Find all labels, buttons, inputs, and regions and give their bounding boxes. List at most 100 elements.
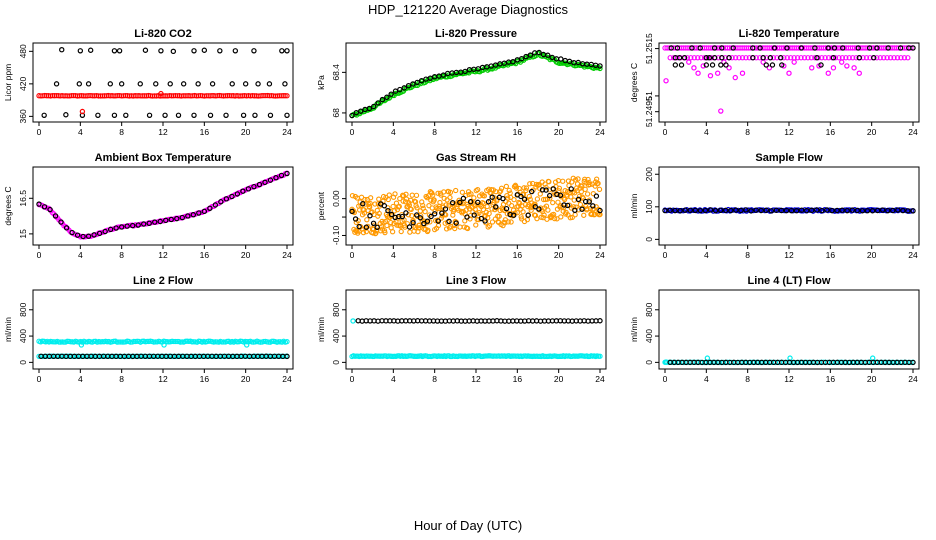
data-point xyxy=(597,353,603,359)
data-point xyxy=(374,224,380,230)
data-point xyxy=(478,215,485,222)
data-point xyxy=(698,55,704,61)
data-point xyxy=(586,199,592,205)
x-tick-label: 24 xyxy=(282,250,292,260)
x-tick-label: 20 xyxy=(241,127,251,137)
data-point xyxy=(695,55,701,61)
y-tick-label: 800 xyxy=(331,302,341,316)
data-point xyxy=(446,218,452,225)
data-point xyxy=(505,195,511,201)
data-point xyxy=(457,224,463,230)
data-point xyxy=(195,81,201,87)
data-point xyxy=(113,225,119,231)
data-point xyxy=(702,207,709,214)
panel-title: Li-820 CO2 xyxy=(134,28,191,40)
data-point xyxy=(681,55,688,61)
data-point xyxy=(489,219,496,225)
data-point xyxy=(427,188,434,195)
data-point xyxy=(179,214,185,221)
data-point xyxy=(550,199,556,206)
plot-frame xyxy=(345,42,607,123)
x-tick-label: 4 xyxy=(704,250,709,260)
data-point xyxy=(427,219,433,225)
y-axis-label: ml/min xyxy=(629,193,639,218)
data-point xyxy=(123,353,130,360)
data-point xyxy=(142,47,149,53)
data-point xyxy=(370,220,377,226)
data-point xyxy=(190,212,197,218)
data-point xyxy=(510,58,516,65)
series-co2-high xyxy=(59,47,290,55)
x-tick-label: 20 xyxy=(554,250,564,260)
x-tick-label: 20 xyxy=(867,374,877,384)
data-point xyxy=(414,79,420,86)
data-point xyxy=(866,45,873,51)
data-point xyxy=(136,353,142,359)
data-point xyxy=(575,176,581,182)
data-point xyxy=(763,62,769,68)
data-point xyxy=(375,213,381,219)
x-tick-label: 24 xyxy=(908,374,918,384)
data-point xyxy=(421,220,427,227)
data-point xyxy=(236,353,242,360)
data-point xyxy=(403,191,409,197)
data-point xyxy=(398,228,404,235)
data-point xyxy=(473,222,479,228)
data-point xyxy=(682,207,688,213)
data-point xyxy=(503,183,509,190)
data-point xyxy=(111,48,118,54)
data-point xyxy=(245,186,252,192)
data-point xyxy=(413,192,420,199)
data-point xyxy=(890,207,896,214)
data-point xyxy=(163,217,169,224)
data-point xyxy=(508,203,515,209)
x-tick-label: 0 xyxy=(350,374,355,384)
data-point xyxy=(79,108,86,115)
y-tick-label: 0 xyxy=(18,360,28,365)
data-point xyxy=(85,81,92,87)
data-point xyxy=(240,112,247,118)
data-point xyxy=(787,355,793,361)
data-point xyxy=(717,207,724,213)
data-point xyxy=(908,45,914,51)
data-point xyxy=(123,112,129,118)
data-point xyxy=(884,55,890,61)
data-point xyxy=(402,199,409,205)
data-point xyxy=(41,112,47,118)
data-point xyxy=(595,180,601,187)
data-point xyxy=(186,353,192,360)
data-point xyxy=(881,55,887,61)
x-tick-label: 16 xyxy=(826,250,836,260)
data-point xyxy=(500,195,506,202)
data-point xyxy=(514,210,520,216)
data-point xyxy=(420,202,426,209)
data-point xyxy=(543,187,549,193)
data-point xyxy=(102,228,108,235)
data-point xyxy=(523,53,529,60)
x-tick-label: 4 xyxy=(391,250,396,260)
data-point xyxy=(58,219,64,225)
data-point xyxy=(408,206,414,213)
x-tick-label: 12 xyxy=(471,127,481,137)
data-point xyxy=(700,63,706,69)
data-point xyxy=(856,70,862,76)
data-point xyxy=(743,55,749,61)
panel-co2: Li-820 CO2 Licor ppm 0 4 8 12 16 20 24 360 420 480 xyxy=(3,28,294,137)
data-point xyxy=(527,181,533,187)
data-point xyxy=(417,208,423,214)
data-point xyxy=(243,342,250,348)
data-point xyxy=(371,103,377,110)
data-point xyxy=(224,338,230,345)
data-point xyxy=(818,62,824,68)
data-point xyxy=(730,45,736,51)
data-point xyxy=(118,81,125,87)
data-point xyxy=(691,65,697,71)
data-point xyxy=(422,208,428,215)
series-temp-black-top xyxy=(668,45,916,51)
data-point xyxy=(864,208,871,214)
data-point xyxy=(191,112,197,118)
data-point xyxy=(590,203,596,209)
data-point xyxy=(584,206,590,212)
data-point xyxy=(819,207,825,214)
